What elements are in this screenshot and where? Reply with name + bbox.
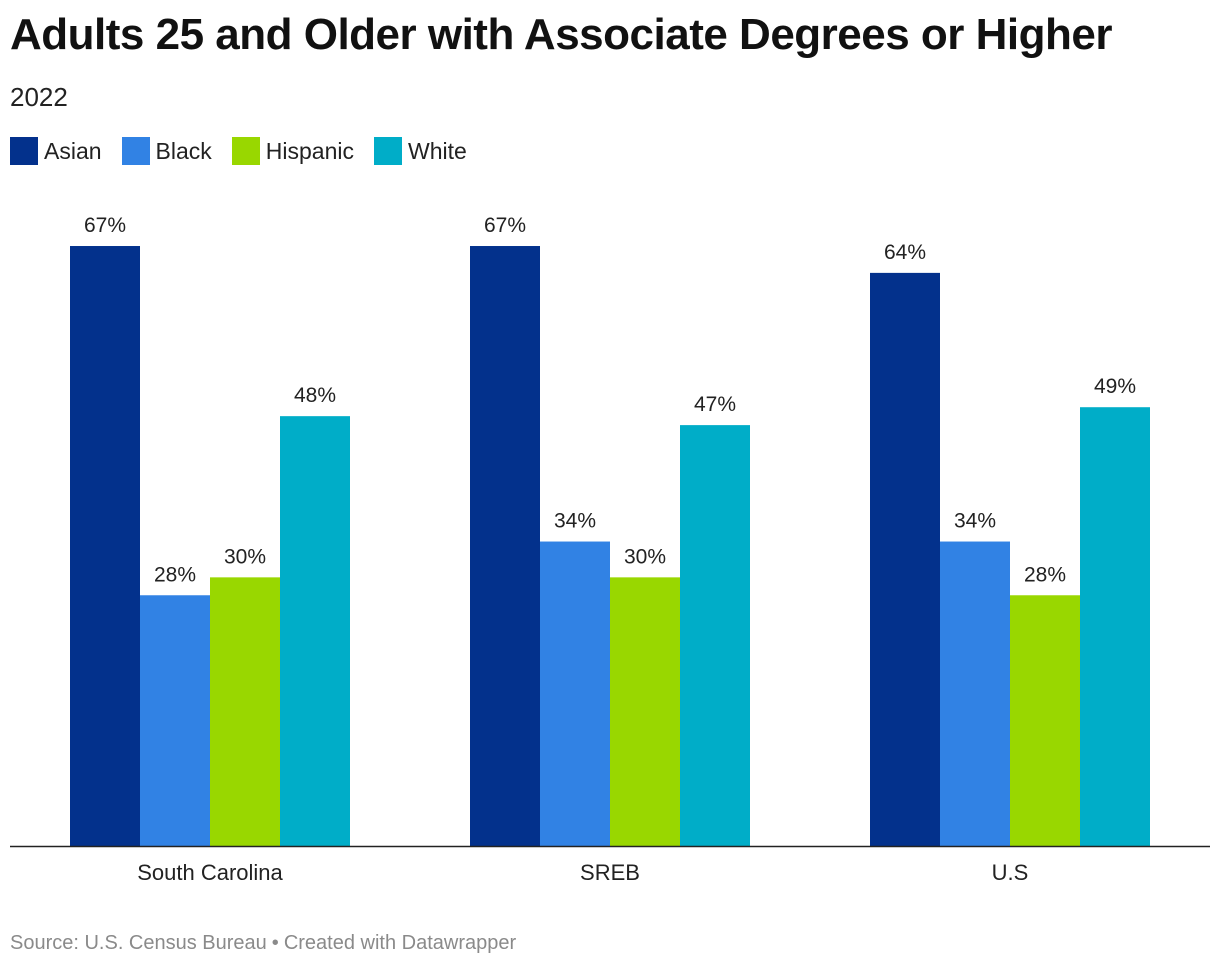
data-label-u-s-hispanic: 28% [1024, 563, 1066, 586]
source-note: Source: U.S. Census Bureau [10, 932, 267, 954]
legend-label-white: White [408, 137, 467, 164]
bar-u-s-white [1080, 407, 1150, 846]
bar-sreb-hispanic [610, 577, 680, 846]
data-label-south-carolina-white: 48% [294, 384, 336, 407]
data-label-sreb-white: 47% [694, 393, 736, 416]
legend-item-hispanic: Hispanic [231, 137, 355, 165]
legend-item-white: White [374, 137, 467, 165]
data-label-u-s-white: 49% [1094, 375, 1136, 398]
x-tick-label-sreb: SREB [580, 860, 640, 885]
legend-swatch-hispanic [231, 137, 260, 165]
data-label-south-carolina-asian: 67% [84, 214, 126, 237]
data-label-u-s-asian: 64% [884, 241, 926, 264]
legend-swatch-white [374, 137, 403, 165]
footer-separator: • [271, 932, 279, 954]
legend-label-black: Black [155, 137, 212, 164]
bar-south-carolina-white [280, 416, 350, 846]
credit-note: Created with Datawrapper [283, 932, 517, 954]
legend-label-hispanic: Hispanic [265, 137, 355, 164]
chart-footer: Source: U.S. Census Bureau • Created with … [10, 932, 516, 955]
legend: Asian Black Hispanic White [10, 137, 487, 165]
legend-item-asian: Asian [10, 137, 102, 165]
data-label-sreb-black: 34% [554, 510, 596, 533]
legend-swatch-black [121, 137, 150, 165]
bar-south-carolina-black [140, 595, 210, 846]
bar-u-s-asian [870, 272, 940, 846]
legend-item-black: Black [121, 137, 212, 165]
bar-u-s-hispanic [1010, 595, 1080, 846]
legend-swatch-asian [10, 137, 38, 165]
data-label-south-carolina-black: 28% [154, 563, 196, 586]
data-label-sreb-hispanic: 30% [624, 545, 666, 568]
data-label-u-s-black: 34% [954, 510, 996, 533]
chart-subtitle: 2022 [10, 82, 68, 112]
data-label-south-carolina-hispanic: 30% [224, 545, 266, 568]
bar-south-carolina-hispanic [210, 577, 280, 846]
bar-sreb-asian [470, 246, 540, 846]
bar-south-carolina-asian [70, 246, 140, 846]
chart-title: Adults 25 and Older with Associate Degre… [10, 10, 1113, 59]
bar-sreb-black [540, 541, 610, 846]
legend-label-asian: Asian [44, 137, 102, 164]
x-tick-label-u-s: U.S [992, 860, 1029, 885]
x-tick-label-south-carolina: South Carolina [137, 860, 283, 885]
bar-sreb-white [680, 425, 750, 846]
data-label-sreb-asian: 67% [484, 214, 526, 237]
bar-u-s-black [940, 541, 1010, 846]
